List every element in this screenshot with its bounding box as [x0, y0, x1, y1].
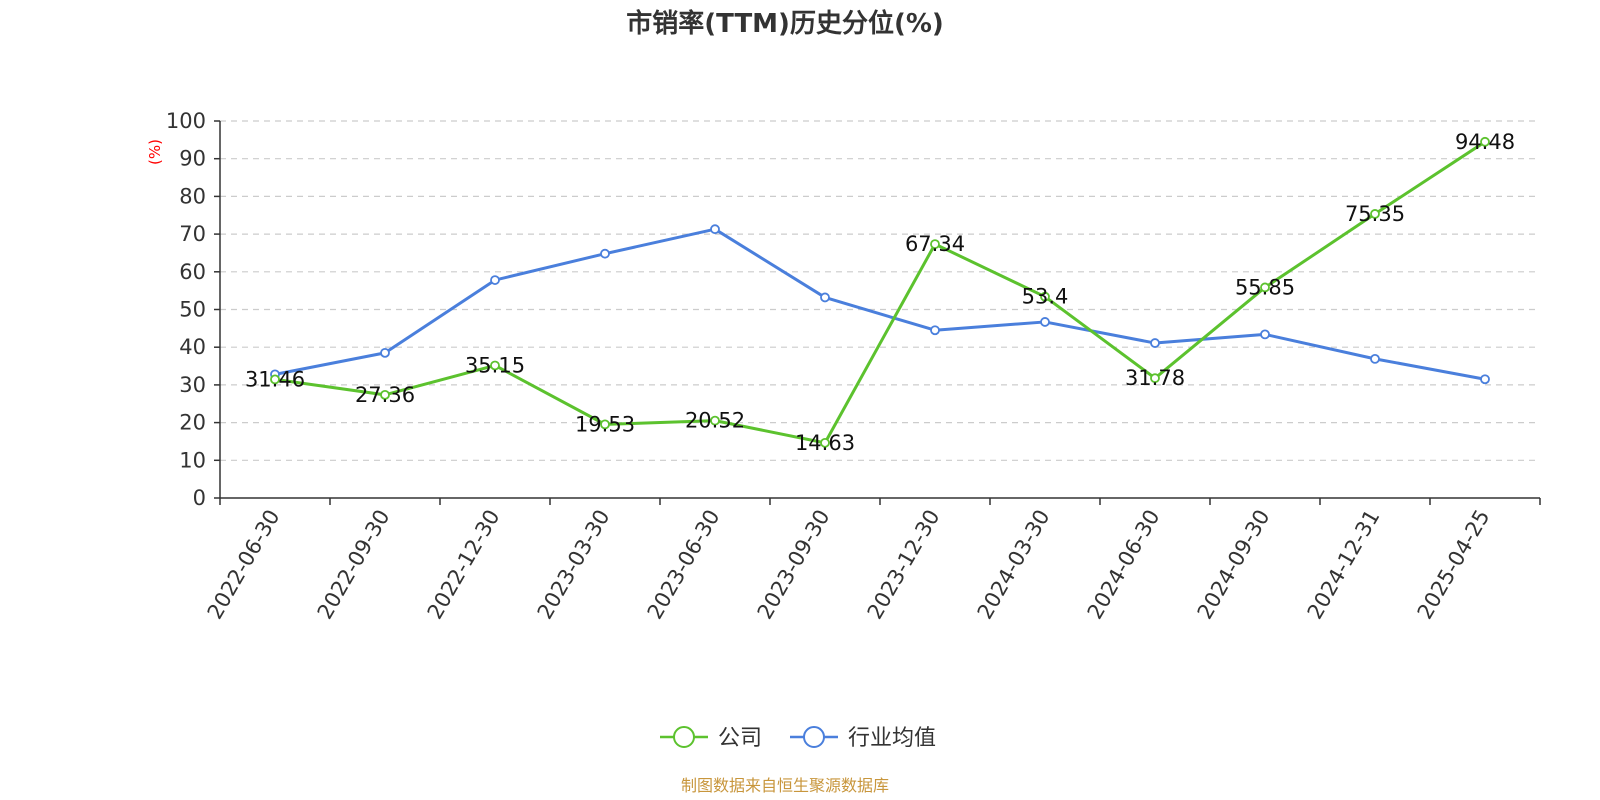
data-point: [380, 347, 390, 358]
data-label: 31.78: [1125, 366, 1185, 390]
data-point: [820, 437, 830, 448]
data-point: [1150, 338, 1160, 348]
y-tick-labels: 0 10 20 30 40 50 60 70 80 90 100: [166, 109, 220, 510]
y-tick-label: 10: [179, 448, 206, 472]
y-tick-label: 60: [179, 260, 206, 284]
data-label: 31.46: [245, 367, 305, 391]
source-note: 制图数据来自恒生聚源数据库: [681, 776, 889, 795]
data-label: 75.35: [1345, 202, 1405, 226]
data-point: [930, 239, 940, 250]
y-tick-label: 90: [179, 147, 206, 171]
y-tick-label: 20: [179, 411, 206, 435]
data-point: [1480, 136, 1490, 147]
data-label: 35.15: [465, 353, 525, 377]
data-point: [490, 360, 500, 371]
data-point: [600, 248, 610, 259]
y-tick-label: 0: [193, 486, 206, 510]
data-label: 27.36: [355, 383, 415, 407]
legend[interactable]: 公司 行业均值: [660, 726, 936, 751]
data-point: [490, 275, 500, 285]
legend-marker: [803, 726, 825, 748]
data-point: [1040, 291, 1050, 302]
legend-label: 行业均值: [848, 726, 936, 751]
x-tick-label: 2025-04-25: [1413, 506, 1495, 624]
y-tick-label: 100: [166, 109, 206, 133]
legend-marker: [673, 726, 695, 748]
data-point: [1370, 353, 1380, 364]
data-point: [1480, 374, 1490, 385]
x-tick-labels: 2022-06-30 2022-09-30 2022-12-30 2023-03-30…: [203, 498, 1541, 624]
data-label: 20.52: [685, 409, 745, 433]
x-tick-label: 2023-12-30: [863, 506, 945, 624]
x-tick-label: 2022-12-30: [423, 506, 505, 624]
y-axis-label: (%): [146, 139, 164, 165]
y-tick-label: 30: [179, 373, 206, 397]
data-point: [710, 415, 720, 426]
data-point: [600, 419, 610, 430]
series-line-1: [274, 227, 1486, 381]
x-tick-label: 2022-06-30: [203, 506, 285, 624]
data-point: [1370, 209, 1380, 219]
data-point: [380, 389, 390, 400]
data-point: [710, 224, 720, 235]
x-tick-label: 2022-09-30: [313, 506, 395, 624]
data-point: [1260, 282, 1270, 293]
grid-lines: [220, 120, 1540, 461]
data-point: [820, 292, 830, 303]
data-label: 67.34: [905, 232, 965, 256]
x-tick-label: 2024-06-30: [1083, 506, 1165, 624]
data-point: [1260, 329, 1270, 340]
y-tick-label: 50: [179, 298, 206, 322]
x-tick-label: 2023-09-30: [753, 506, 835, 624]
data-label: 94.48: [1455, 130, 1515, 154]
x-tick-label: 2024-09-30: [1193, 506, 1275, 624]
legend-label: 公司: [718, 726, 762, 751]
x-tick-label: 2023-06-30: [643, 506, 725, 624]
data-point: [270, 374, 280, 385]
y-tick-label: 70: [179, 222, 206, 246]
series-group: [270, 136, 1490, 448]
x-tick-label: 2024-03-30: [973, 506, 1055, 624]
data-label: 55.85: [1235, 275, 1295, 299]
data-label: 19.53: [575, 412, 635, 436]
y-tick-label: 80: [179, 184, 206, 208]
x-tick-label: 2024-12-31: [1303, 506, 1385, 624]
data-point: [1150, 373, 1160, 384]
x-tick-label: 2023-03-30: [533, 506, 615, 624]
series-line-0: [274, 140, 1486, 445]
y-tick-label: 40: [179, 335, 206, 359]
data-point: [930, 325, 940, 336]
data-label: 14.63: [795, 431, 855, 455]
data-label: 53.4: [1022, 285, 1069, 309]
chart-title: 市销率(TTM)历史分位(%): [626, 8, 944, 39]
data-point: [1040, 317, 1050, 327]
data-labels: 31.46 27.36 35.15 19.53 20.52 14.63 67.34 53.4 3…: [245, 130, 1515, 455]
